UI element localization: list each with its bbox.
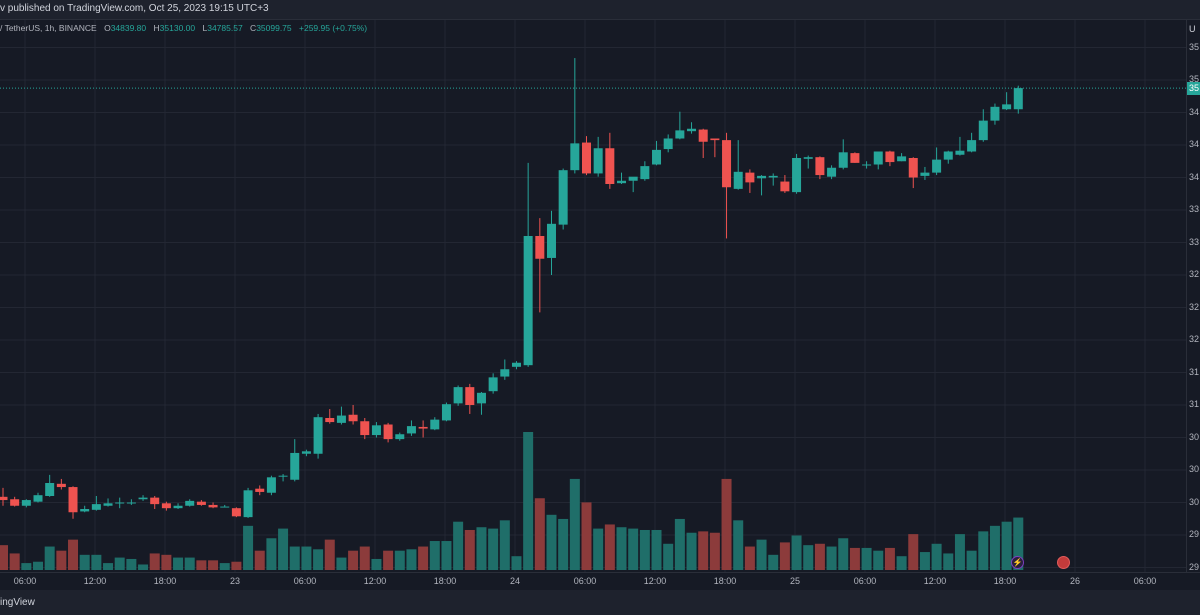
price-tick-label: 34 [1189, 171, 1200, 182]
price-tick-label: 31 [1189, 366, 1200, 377]
high-value: 35130.00 [159, 23, 196, 33]
price-tick-label: 33 [1189, 236, 1200, 247]
price-tick-label: 29 [1189, 529, 1200, 539]
price-tick-label: 32 [1189, 334, 1200, 344]
symbol-label[interactable]: / TetherUS, 1h, BINANCE [0, 23, 97, 33]
currency-unit-label[interactable]: U [1189, 24, 1196, 34]
close-label: C [250, 23, 257, 33]
price-tick-label: 32 [1189, 301, 1200, 312]
footer-bar: ingView [0, 590, 1200, 615]
time-axis[interactable]: 06:00 12:00 18:00 23 06:00 12:00 18:00 24 06:00 1… [0, 572, 1200, 591]
time-tick-label: 23 [229, 576, 241, 586]
ohlc-legend: / TetherUS, 1h, BINANCE O34839.80 H35130… [0, 23, 367, 33]
open-value: 34839.80 [110, 23, 147, 33]
close-value: 35099.75 [256, 23, 292, 33]
price-tick-label: 35 [1189, 41, 1200, 52]
time-tick-label: 12:00 [363, 576, 387, 586]
price-tick-label: 30 [1189, 464, 1200, 474]
time-tick-label: 06:00 [13, 576, 37, 586]
price-axis[interactable]: U 35 35 34 34 34 33 33 32 32 32 31 31 30 30 30 29 29 35 [1186, 20, 1200, 572]
price-tick-label: 30 [1189, 496, 1200, 507]
time-tick-label: 18:00 [153, 576, 177, 586]
us-flag-icon[interactable] [1057, 556, 1070, 569]
high-label: H [153, 23, 160, 33]
time-tick-label: 26 [1069, 576, 1081, 586]
time-tick-label: 18:00 [433, 576, 457, 586]
time-tick-label: 12:00 [923, 576, 947, 586]
price-tick-label: 35 [1189, 74, 1200, 84]
low-label: L [202, 23, 208, 33]
time-tick-label: 18:00 [993, 576, 1017, 586]
published-text: v published on TradingView.com, Oct 25, … [0, 3, 269, 14]
candlestick-chart[interactable] [0, 20, 1186, 572]
low-value: 34785.57 [207, 23, 243, 33]
time-tick-label: 18:00 [713, 576, 737, 586]
change-value: +259.95 (+0.75%) [299, 23, 368, 33]
time-tick-label: 06:00 [853, 576, 877, 586]
time-tick-label: 12:00 [83, 576, 107, 586]
price-tick-label: 34 [1189, 106, 1200, 117]
lightning-icon[interactable]: ⚡ [1011, 556, 1024, 569]
time-tick-label: 24 [509, 576, 521, 586]
open-label: O [104, 23, 111, 33]
chart-pane[interactable]: ⚡ [0, 20, 1186, 572]
price-tick-label: 34 [1189, 139, 1200, 149]
current-price-label: 35 [1187, 82, 1200, 96]
time-tick-label: 06:00 [1133, 576, 1157, 586]
time-tick-label: 06:00 [293, 576, 317, 586]
price-tick-label: 32 [1189, 269, 1200, 279]
price-tick-label: 33 [1189, 204, 1200, 214]
price-tick-label: 30 [1189, 431, 1200, 442]
time-tick-label: 25 [789, 576, 801, 586]
time-tick-label: 12:00 [643, 576, 667, 586]
tradingview-brand: ingView [0, 597, 35, 608]
price-tick-label: 29 [1189, 561, 1200, 572]
publish-header: v published on TradingView.com, Oct 25, … [0, 0, 1200, 20]
time-tick-label: 06:00 [573, 576, 597, 586]
price-tick-label: 31 [1189, 399, 1200, 409]
